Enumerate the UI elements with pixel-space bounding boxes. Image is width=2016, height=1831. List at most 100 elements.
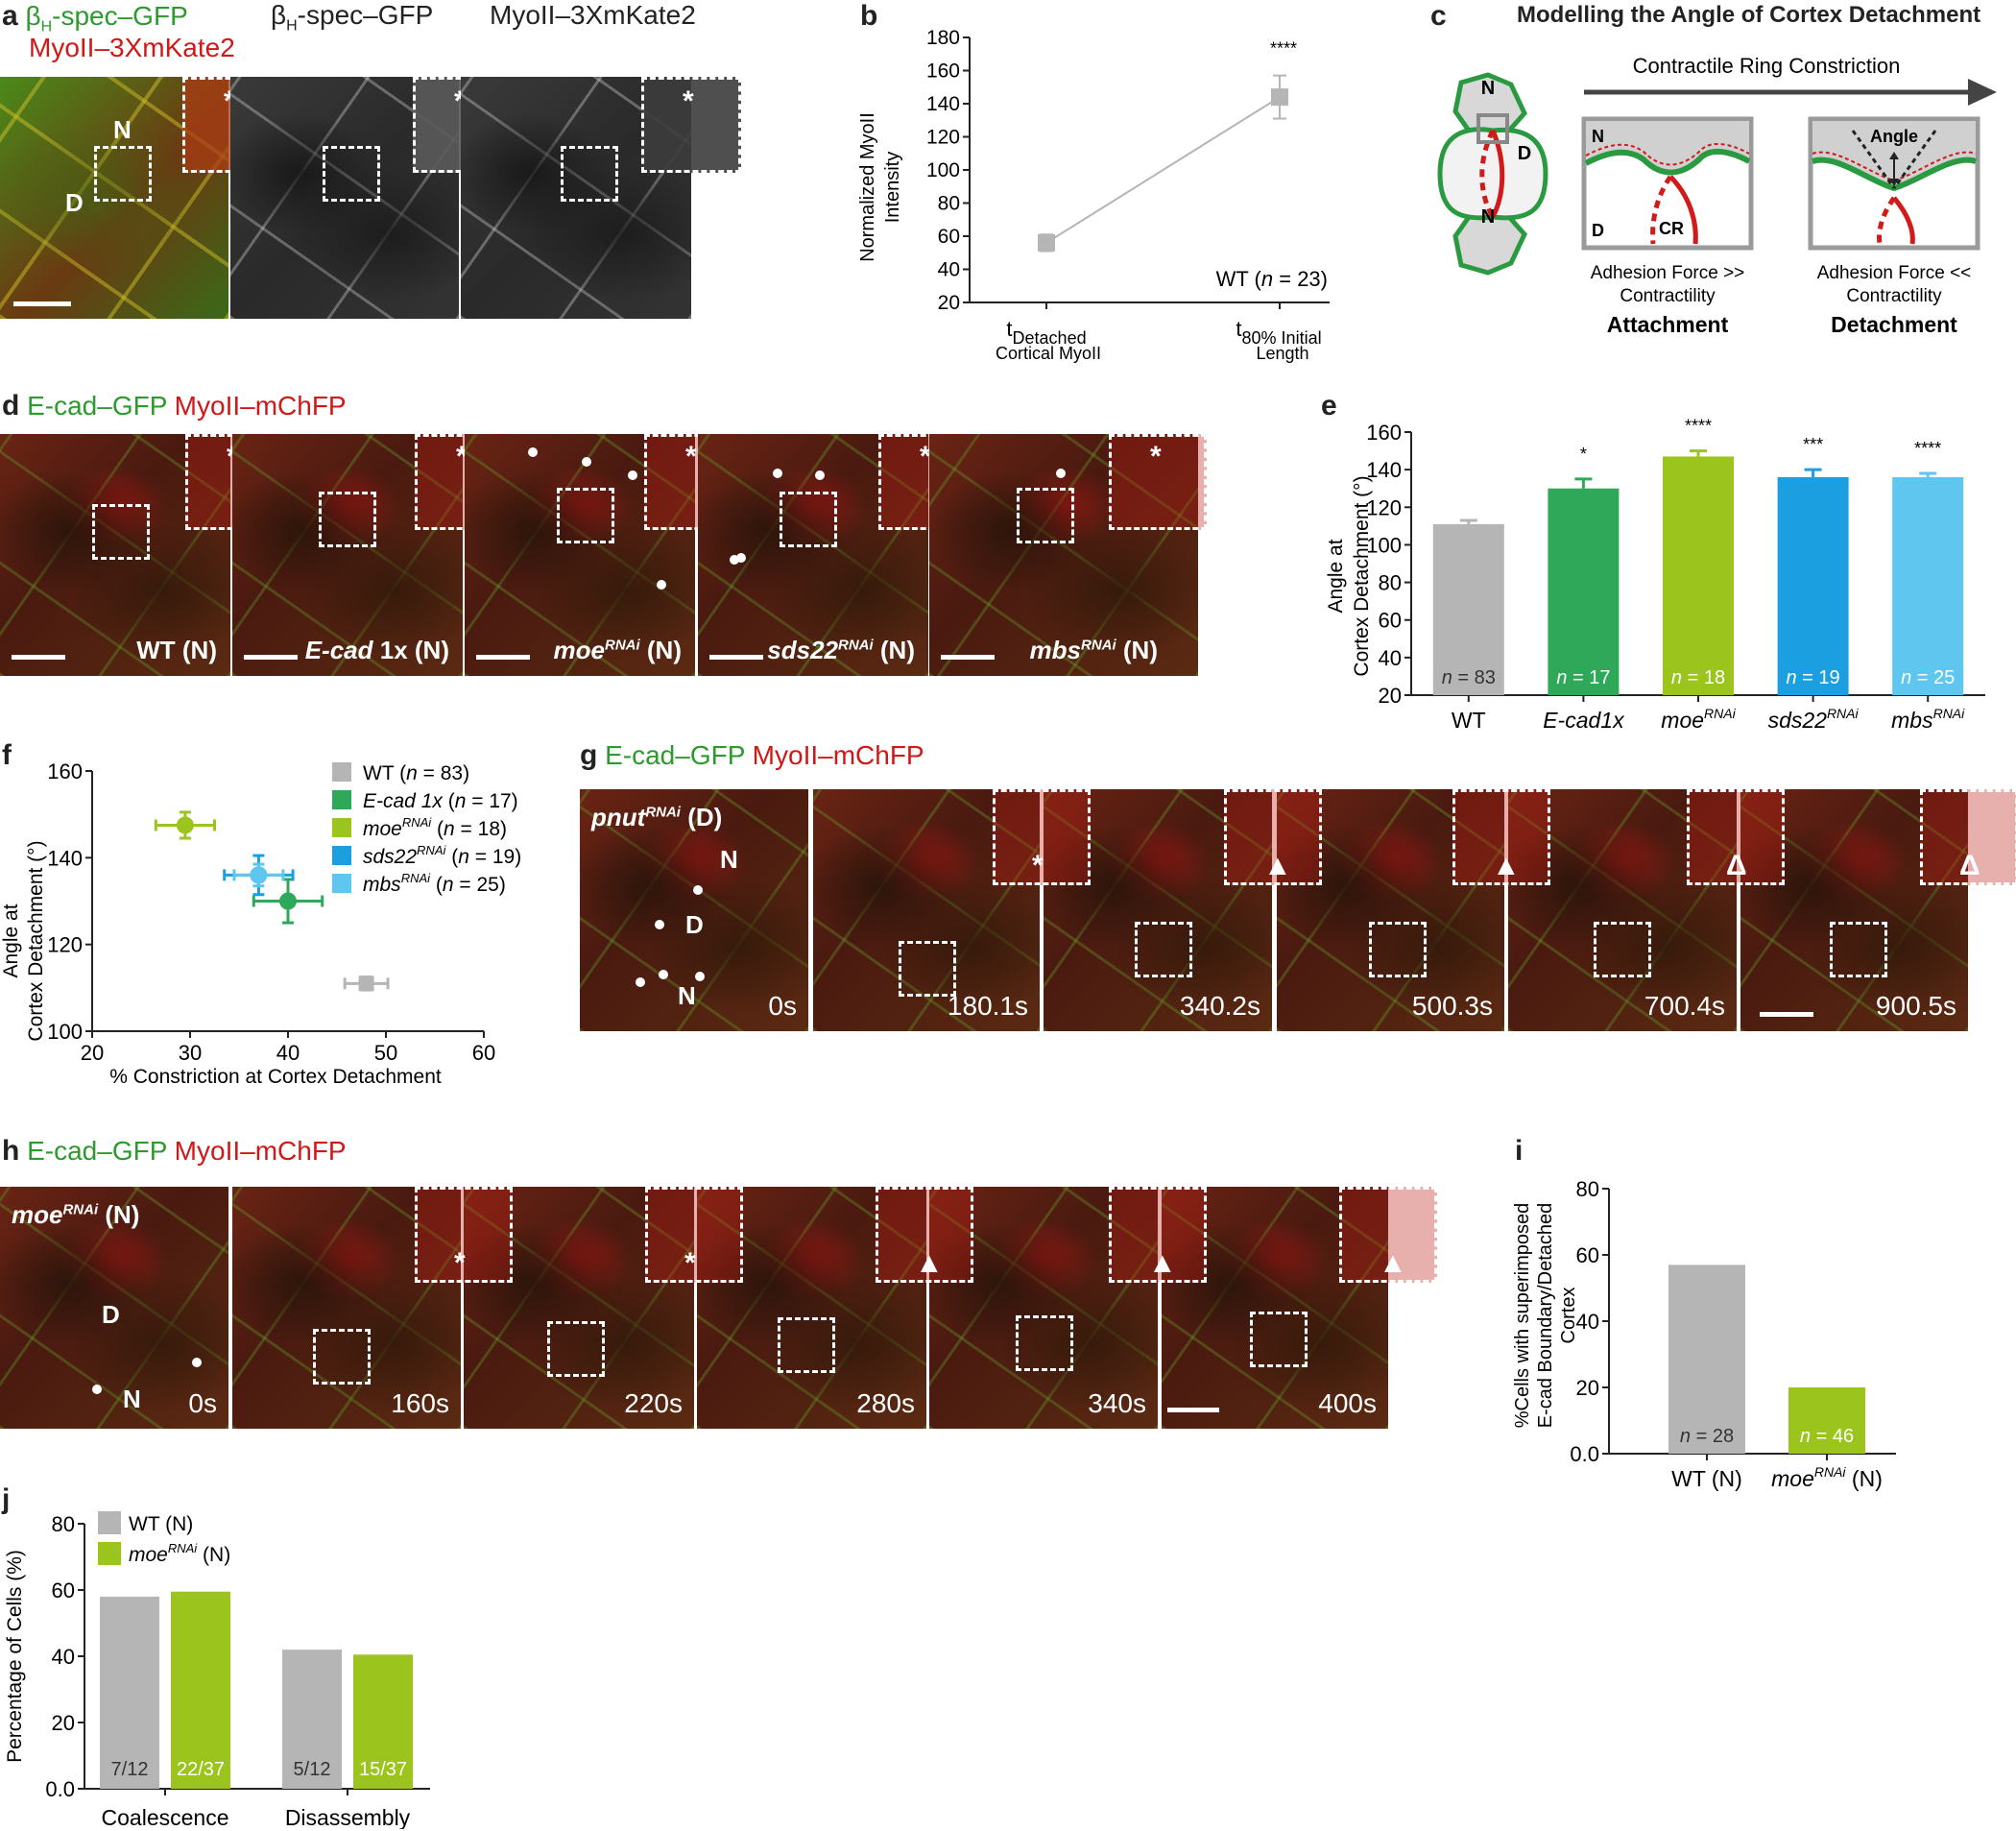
g-condition-label: pnutRNAi (D) bbox=[591, 803, 722, 832]
g-time-label: 500.3s bbox=[1411, 991, 1493, 1021]
g-label-suffix: (D) bbox=[680, 803, 723, 831]
f-legend-n: n bbox=[443, 874, 454, 896]
f-legend-swatch bbox=[332, 818, 351, 837]
f-legend-swatch bbox=[332, 874, 351, 893]
f-legend-n: n bbox=[406, 762, 418, 784]
d-scale-bar bbox=[12, 655, 65, 660]
g-label-n2: N bbox=[678, 981, 696, 1010]
a-gray2-label: MyoII–3XmKate2 bbox=[490, 0, 696, 30]
f-legend-sup: RNAi bbox=[417, 843, 446, 857]
j-legend-sup: RNAi bbox=[168, 1541, 198, 1555]
e-n-label: n = 25 bbox=[1901, 667, 1955, 688]
e-plot-area: 20 40 60 80 100 120 140 160 n = 83 WT * n = 17 E-cad… bbox=[1366, 417, 1985, 733]
h-image: 0s moeRNAi (N) D N bbox=[0, 1187, 228, 1429]
c-arrow-label: Contractile Ring Constriction bbox=[1633, 54, 1901, 78]
b-legend-n: n bbox=[1261, 267, 1273, 291]
b-xtick-2: t80% Initial bbox=[1236, 317, 1321, 348]
b-ytick-label: 160 bbox=[926, 60, 960, 83]
a-roi-box-2 bbox=[323, 146, 380, 202]
g-time-label: 180.1s bbox=[947, 991, 1028, 1021]
d-cell-dot bbox=[582, 457, 591, 467]
g-image: 0s pnutRNAi (D) N D N bbox=[580, 789, 808, 1031]
e-significance: * bbox=[1580, 445, 1587, 464]
b-ytick-label: 60 bbox=[938, 226, 960, 248]
g-label-n: N bbox=[720, 845, 738, 874]
e-bar bbox=[1548, 488, 1620, 695]
a-roi-box-3 bbox=[561, 146, 618, 202]
panel-g-title: g E-cad–GFP MyoII–mChFP bbox=[580, 739, 924, 772]
c-roi-box bbox=[1476, 113, 1509, 144]
j-bar-label: 15/37 bbox=[359, 1759, 407, 1780]
f-legend-name: WT bbox=[363, 762, 395, 784]
d-condition-label: sds22RNAi (N) bbox=[767, 636, 915, 665]
panel-i-letter: i bbox=[1515, 1135, 1524, 1167]
f-legend-swatch bbox=[332, 790, 351, 809]
h-red-label: MyoII–mChFP bbox=[174, 1136, 347, 1166]
f-legend-n-value: = 83) bbox=[418, 762, 469, 784]
f-xtick-label: 40 bbox=[276, 1041, 300, 1065]
c-title: Modelling the Angle of Cortex Detachment bbox=[1517, 2, 1981, 28]
f-legend-paren: ( bbox=[394, 762, 406, 784]
d-inset-star: * bbox=[920, 441, 931, 472]
b-point bbox=[1038, 233, 1055, 252]
g-image: 700.4s bbox=[1508, 789, 1737, 1031]
f-xtick-label: 50 bbox=[374, 1041, 397, 1065]
e-xtick-sup: RNAi bbox=[1933, 706, 1966, 721]
b-y-axis: 20 40 60 80 100 120 140 160 180 bbox=[926, 27, 1330, 314]
f-ytick-label: 100 bbox=[47, 1020, 83, 1044]
c-right-line1: Adhesion Force << bbox=[1817, 263, 1972, 283]
h-label-main: moe bbox=[12, 1200, 63, 1229]
j-plot-area: 0.0 20 40 60 80 Coalescence 7/12 22/37 Disassemb… bbox=[45, 1512, 430, 1829]
panel-e-letter: e bbox=[1321, 390, 1337, 422]
j-legend-suffix: (N) bbox=[159, 1513, 193, 1535]
j-ytick-label: 20 bbox=[52, 1711, 75, 1735]
d-roi-box bbox=[92, 504, 150, 560]
g-image: 900.5s bbox=[1740, 789, 1968, 1031]
g-inset-mark: * bbox=[1032, 850, 1044, 881]
c-ring-dashed bbox=[1479, 129, 1496, 219]
d-label-suffix: (N) bbox=[873, 636, 915, 664]
d-label-sup: RNAi bbox=[605, 637, 640, 654]
d-label-main: WT bbox=[136, 636, 176, 664]
h-inset: * bbox=[415, 1187, 513, 1283]
g-roi-box bbox=[899, 941, 956, 997]
g-cell-dot bbox=[695, 972, 705, 981]
f-legend-sup: RNAi bbox=[401, 871, 431, 885]
d-image: E-cad 1x (N) bbox=[232, 434, 463, 676]
b-ytick-label: 20 bbox=[938, 292, 960, 314]
b-ylabel-1: Normalized MyoII bbox=[857, 112, 878, 262]
i-xtick-label: moeRNAi (N) bbox=[1771, 1464, 1883, 1491]
i-ytick-label: 80 bbox=[1576, 1177, 1599, 1201]
e-xtick-sup: RNAi bbox=[1827, 706, 1860, 721]
h-roi-box bbox=[1250, 1312, 1308, 1367]
j-legend-swatch bbox=[98, 1542, 121, 1565]
c-attachment-box: N D CR bbox=[1581, 116, 1754, 251]
b-legend: WT (n = 23) bbox=[1216, 267, 1328, 291]
a-green-pre: β bbox=[25, 1, 41, 31]
f-legend-n: n bbox=[458, 846, 469, 868]
e-xtick-label: E-cad1x bbox=[1543, 708, 1625, 733]
g-inset-mark: Δ bbox=[1959, 850, 1980, 881]
h-image: 280s bbox=[697, 1187, 926, 1429]
h-roi-box bbox=[547, 1321, 605, 1377]
e-significance: **** bbox=[1685, 417, 1712, 436]
g-image: 500.3s bbox=[1277, 789, 1504, 1031]
g-roi-box bbox=[1135, 922, 1192, 977]
e-ytick-label: 140 bbox=[1366, 458, 1402, 482]
f-legend-n: n bbox=[444, 818, 455, 840]
panel-f-letter: f bbox=[2, 739, 12, 771]
h-inset-mark: * bbox=[684, 1247, 696, 1279]
h-time-label: 340s bbox=[1088, 1388, 1146, 1418]
d-inset-star: * bbox=[227, 441, 238, 473]
i-n-value: = 46 bbox=[1811, 1426, 1854, 1447]
i-ytick-label: 60 bbox=[1576, 1243, 1599, 1267]
e-ytick-label: 160 bbox=[1366, 421, 1402, 445]
e-xtick-main: E-cad1x bbox=[1543, 708, 1625, 733]
g-scale-bar bbox=[1760, 1012, 1813, 1017]
i-xtick-suffix: (N) bbox=[1846, 1466, 1883, 1491]
c-left-bold: Attachment bbox=[1607, 312, 1729, 337]
f-point bbox=[250, 866, 268, 884]
i-n-prefix: n bbox=[1800, 1426, 1811, 1447]
g-time-label: 700.4s bbox=[1644, 991, 1725, 1021]
d-cell-dot bbox=[736, 553, 746, 563]
